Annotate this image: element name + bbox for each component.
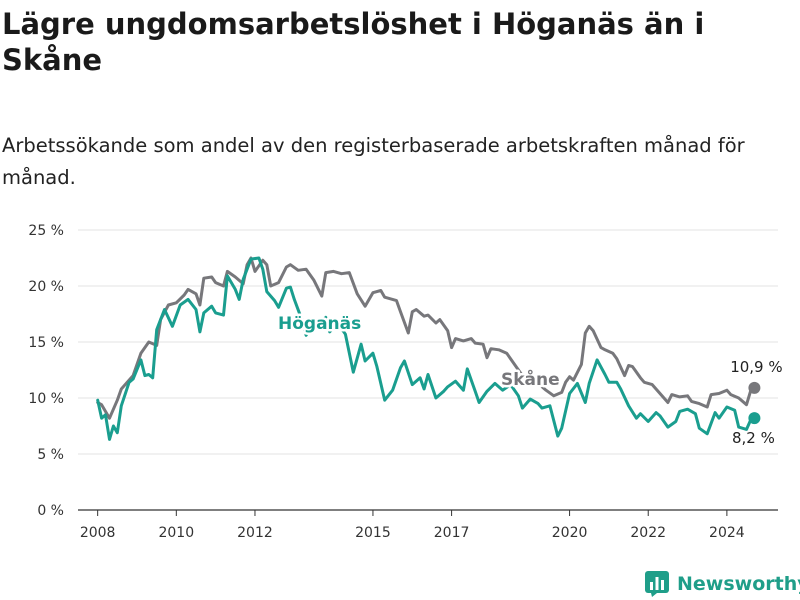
y-tick-label: 0 % (37, 503, 64, 519)
x-tick-label: 2012 (237, 525, 273, 541)
hoganas-label: Höganäs (278, 314, 361, 334)
newsworthy-brand[interactable]: Newsworthy (645, 568, 800, 600)
y-tick-label: 25 % (28, 223, 64, 239)
x-tick-label: 2020 (552, 525, 588, 541)
chart-subtitle: Arbetssökande som andel av den registerb… (2, 134, 745, 189)
x-tick-label: 2022 (630, 525, 666, 541)
x-tick-label: 2015 (355, 525, 391, 541)
hoganas-end-value: 8,2 % (732, 429, 775, 447)
skane-label: Skåne (501, 368, 560, 390)
y-tick-label: 5 % (37, 447, 64, 463)
skane-label-halo: Skåne (501, 368, 560, 390)
chart-title: Lägre ungdomsarbetslöshet i Höganäs än i… (2, 7, 705, 77)
y-tick-label: 15 % (28, 335, 64, 351)
end-point-sk-ne (748, 381, 761, 394)
y-tick-label: 20 % (28, 279, 64, 295)
x-tick-label: 2008 (80, 525, 116, 541)
bar-chart-logo-icon (645, 571, 669, 597)
x-tick-label: 2017 (434, 525, 470, 541)
end-point-h-gan-s (748, 412, 761, 425)
x-tick-label: 2024 (709, 525, 745, 541)
y-tick-label: 10 % (28, 391, 64, 407)
series-line-sk-ne (96, 256, 756, 420)
series-line-h-gan-s (96, 256, 756, 441)
brand-name: Newsworthy (677, 573, 800, 595)
skane-end-value: 10,9 % (730, 358, 782, 376)
hoganas-label-halo: Höganäs (278, 314, 361, 334)
x-tick-label: 2010 (158, 525, 194, 541)
